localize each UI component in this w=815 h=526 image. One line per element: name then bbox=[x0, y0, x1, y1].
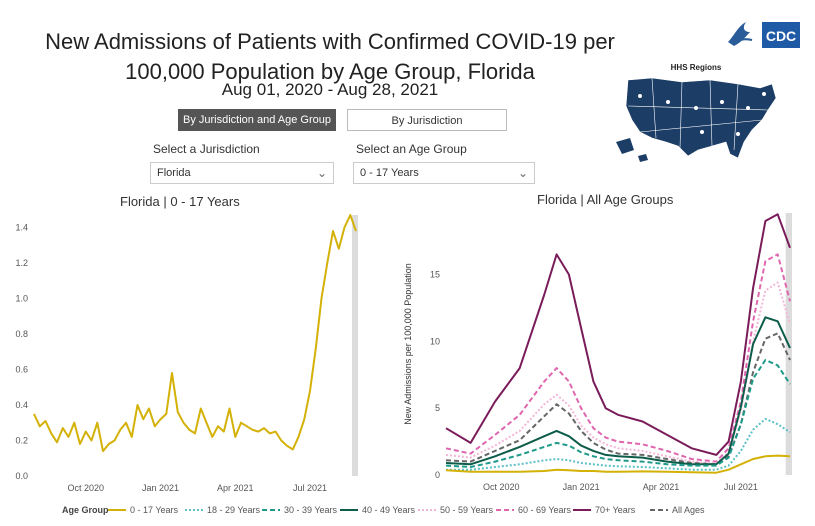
legend-item-label[interactable]: All Ages bbox=[672, 505, 705, 515]
map-title: HHS Regions bbox=[671, 63, 722, 72]
y-tick-label: 0.8 bbox=[15, 329, 28, 339]
date-range: Aug 01, 2020 - Aug 28, 2021 bbox=[221, 80, 439, 99]
tab-by-jurisdiction-and-age-group[interactable]: By Jurisdiction and Age Group bbox=[178, 109, 336, 131]
chevron-down-icon: ⌄ bbox=[517, 166, 528, 180]
x-tick-label: Oct 2020 bbox=[67, 483, 104, 493]
x-tick-label: Oct 2020 bbox=[483, 482, 520, 492]
series-line-0-17-years[interactable] bbox=[445, 454, 791, 474]
y-tick-label: 0.2 bbox=[15, 435, 28, 445]
series-line-70-years[interactable] bbox=[445, 213, 791, 456]
series-line-60-69-years[interactable] bbox=[445, 253, 791, 463]
legend-item-label[interactable]: 70+ Years bbox=[595, 505, 636, 515]
legend-item-label[interactable]: 60 - 69 Years bbox=[518, 505, 572, 515]
legend-item-label[interactable]: 40 - 49 Years bbox=[362, 505, 416, 515]
y-tick-label: 5 bbox=[435, 403, 440, 413]
series-line-50-59-years[interactable] bbox=[445, 281, 791, 464]
age-group-select[interactable]: 0 - 17 Years ⌄ bbox=[353, 162, 535, 184]
series-line-30-39-years[interactable] bbox=[445, 359, 791, 468]
y-tick-label: 0.4 bbox=[15, 400, 28, 410]
age-group-label: Select an Age Group bbox=[356, 142, 467, 156]
age-group-select-value: 0 - 17 Years bbox=[360, 167, 419, 179]
x-tick-label: Jul 2021 bbox=[724, 482, 758, 492]
y-tick-label: 10 bbox=[430, 336, 440, 346]
y-tick-label: 1.0 bbox=[15, 293, 28, 303]
right-chart-title: Florida | All Age Groups bbox=[537, 192, 674, 207]
hhs-regions-map[interactable]: HHS Regions bbox=[612, 58, 794, 168]
series-line-0-17-years[interactable] bbox=[33, 214, 357, 453]
jurisdiction-select[interactable]: Florida ⌄ bbox=[150, 162, 334, 184]
y-tick-label: 15 bbox=[430, 269, 440, 279]
x-tick-label: Jul 2021 bbox=[293, 483, 327, 493]
page-title-line1: New Admissions of Patients with Confirme… bbox=[45, 29, 615, 54]
x-tick-label: Jan 2021 bbox=[142, 483, 179, 493]
legend-title: Age Group bbox=[62, 505, 109, 515]
series-line-18-29-years[interactable] bbox=[446, 417, 791, 471]
left-chart-title: Florida | 0 - 17 Years bbox=[120, 194, 240, 209]
legend-item-label[interactable]: 30 - 39 Years bbox=[284, 505, 338, 515]
y-tick-label: 0.0 bbox=[15, 471, 28, 481]
left-chart[interactable]: 0.0 0.2 0.4 0.6 0.8 1.0 1.2 1.4 Oct 2020 Jan 2021… bbox=[0, 205, 380, 495]
y-tick-label: 0.6 bbox=[15, 364, 28, 374]
y-tick-label: 1.4 bbox=[15, 222, 28, 232]
x-tick-label: Apr 2021 bbox=[643, 482, 680, 492]
page-title-line2: 100,000 Population by Age Group, Florida bbox=[125, 59, 535, 84]
legend: Age Group 0 - 17 Years 18 - 29 Years 30 - 3… bbox=[62, 505, 705, 515]
series-line-40-49-years[interactable] bbox=[445, 316, 791, 466]
cdc-logo-text: CDC bbox=[766, 28, 796, 44]
y-tick-label: 1.2 bbox=[15, 258, 28, 268]
series-line-all-ages[interactable] bbox=[445, 332, 791, 466]
legend-item-label[interactable]: 18 - 29 Years bbox=[207, 505, 261, 515]
x-tick-label: Jan 2021 bbox=[563, 482, 600, 492]
y-axis-label: New Admissions per 100,000 Population bbox=[403, 263, 413, 425]
chevron-down-icon: ⌄ bbox=[316, 166, 327, 180]
recent-week-band bbox=[351, 215, 358, 476]
hhs-eagle-icon: CDC bbox=[728, 22, 800, 48]
jurisdiction-label: Select a Jurisdiction bbox=[153, 142, 260, 156]
y-tick-label: 0 bbox=[435, 470, 440, 480]
x-tick-label: Apr 2021 bbox=[217, 483, 254, 493]
cdc-logo: CDC bbox=[724, 14, 804, 54]
legend-item-label[interactable]: 0 - 17 Years bbox=[130, 505, 179, 515]
right-chart[interactable]: 0 5 10 15 Oct 2020 Jan 2021 Apr 2021 Jul 2021 Ne… bbox=[398, 205, 808, 495]
jurisdiction-select-value: Florida bbox=[157, 167, 191, 179]
tab-by-jurisdiction[interactable]: By Jurisdiction bbox=[347, 109, 507, 131]
legend-item-label[interactable]: 50 - 59 Years bbox=[440, 505, 494, 515]
